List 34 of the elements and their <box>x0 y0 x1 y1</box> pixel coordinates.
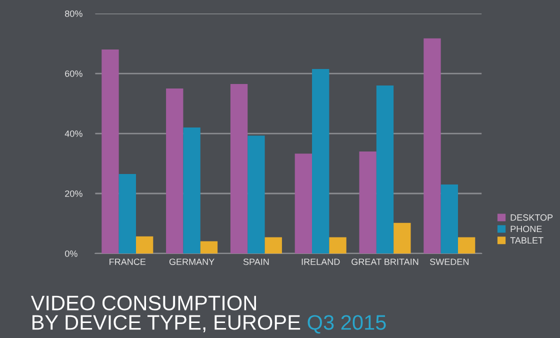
bar <box>376 86 394 254</box>
legend-label: DESKTOP <box>510 214 553 221</box>
bar <box>440 184 458 254</box>
x-tick-label: SPAIN <box>243 258 269 265</box>
bar <box>294 154 312 254</box>
legend-label: PHONE <box>510 226 542 232</box>
bar <box>118 174 136 254</box>
x-tick-label: GERMANY <box>169 258 214 265</box>
x-tick-label: GREAT BRITAIN <box>352 258 418 265</box>
x-tick-label: SWEDEN <box>430 258 468 265</box>
bar <box>312 69 330 254</box>
bar <box>424 38 441 254</box>
bar <box>458 237 476 254</box>
bar <box>359 152 376 254</box>
bar <box>230 84 248 254</box>
bar <box>200 241 218 254</box>
y-tick-label: 20% <box>65 190 82 197</box>
text: VIDEO CONSUMPTION BY DEVICE TYPE, EUROPE <box>30 296 300 332</box>
bar <box>166 88 184 254</box>
bar <box>329 237 346 254</box>
x-tick-label: FRANCE <box>110 258 146 265</box>
y-tick-label: 40% <box>64 130 82 137</box>
x-tick-label: IRELAND <box>302 258 340 265</box>
bar <box>183 128 200 254</box>
y-tick-label: 0% <box>64 250 78 257</box>
bar <box>264 237 282 254</box>
bar <box>394 222 411 254</box>
y-tick-label: 80% <box>65 10 82 17</box>
bar <box>248 136 265 254</box>
text: Q3 2015 <box>308 315 386 334</box>
legend-label: TABLET <box>510 237 544 244</box>
y-tick-label: 60% <box>65 70 82 77</box>
bar <box>102 50 119 254</box>
bar <box>136 236 154 254</box>
